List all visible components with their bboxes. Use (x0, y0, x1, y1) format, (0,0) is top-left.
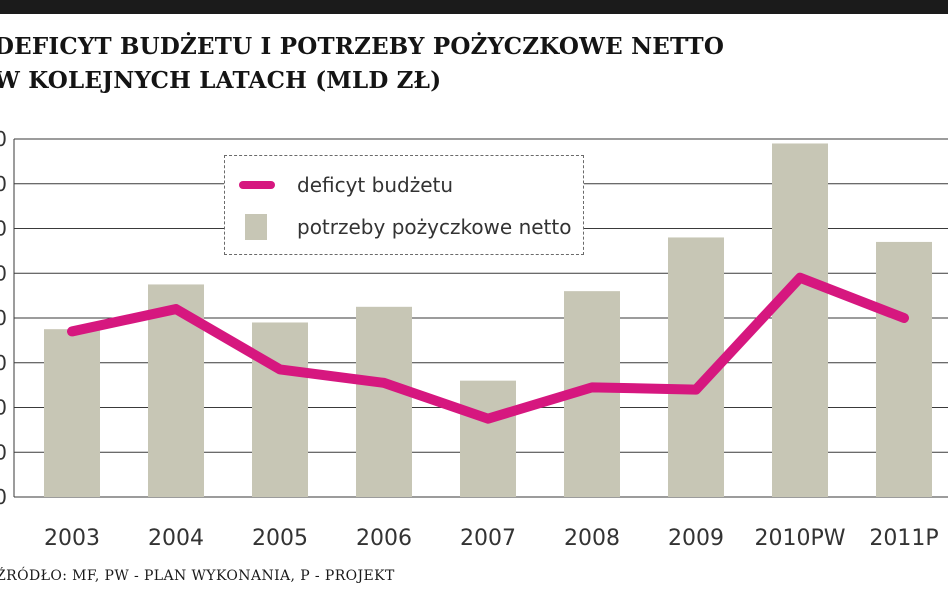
deficit-point-2004 (175, 308, 177, 311)
legend: deficyt budżetu potrzeby pożyczkowe nett… (224, 155, 584, 255)
x-tick-label: 2007 (460, 526, 516, 551)
deficit-point-2007 (487, 417, 489, 420)
legend-line-swatch (239, 181, 275, 189)
bar-2005 (252, 322, 308, 497)
bar-2010PW (772, 143, 828, 497)
y-tick-label: 0 (0, 217, 7, 241)
top-bar (0, 0, 948, 14)
x-tick-label: 2009 (668, 526, 724, 551)
chart-title: DEFICYT BUDŻETU I POTRZEBY POŻYCZKOWE NE… (0, 33, 725, 94)
x-tick-label: 2004 (148, 526, 204, 551)
deficit-point-2011P (903, 317, 905, 319)
bar-2011P (876, 241, 932, 497)
bar-2006 (356, 306, 412, 497)
x-tick-labels: 2003 2004 2005 2006 2007 2008 2009 2010PW 2011P (44, 526, 939, 551)
y-tick-label: 0 (0, 306, 7, 330)
x-tick-label: 2005 (252, 526, 308, 551)
legend-label-deficit: deficyt budżetu (297, 173, 454, 197)
deficit-point-2003 (71, 330, 73, 333)
y-tick-labels: 0 0 0 0 0 0 0 0 0 (0, 127, 7, 509)
legend-label-borrowing: potrzeby pożyczkowe netto (297, 215, 572, 239)
bar-2007 (460, 380, 516, 497)
y-tick-label: 0 (0, 485, 7, 509)
line-series (67, 272, 909, 424)
y-tick-label: 0 (0, 396, 7, 420)
deficit-point-2005 (279, 368, 281, 371)
deficit-point-2008 (591, 386, 593, 389)
deficit-point-2010PW (799, 276, 801, 279)
y-tick-label: 0 (0, 351, 7, 375)
legend-bar-swatch (245, 214, 267, 240)
y-tick-label: 0 (0, 172, 7, 196)
legend-item-borrowing: potrzeby pożyczkowe netto (239, 212, 571, 242)
x-tick-label: 2006 (356, 526, 412, 551)
x-tick-label: 2003 (44, 526, 100, 551)
source-note: ŹRÓDŁO: MF, PW - PLAN WYKONANIA, P - PRO… (0, 568, 395, 584)
x-tick-label: 2011P (869, 526, 938, 551)
x-tick-label: 2010PW (754, 526, 845, 551)
bar-2003 (44, 329, 100, 497)
legend-item-deficit: deficyt budżetu (239, 170, 453, 200)
y-tick-label: 0 (0, 261, 7, 285)
y-tick-label: 0 (0, 440, 7, 464)
y-tick-label: 0 (0, 127, 7, 151)
deficit-point-2009 (695, 388, 697, 391)
x-tick-label: 2008 (564, 526, 620, 551)
deficit-point-2006 (383, 381, 385, 384)
